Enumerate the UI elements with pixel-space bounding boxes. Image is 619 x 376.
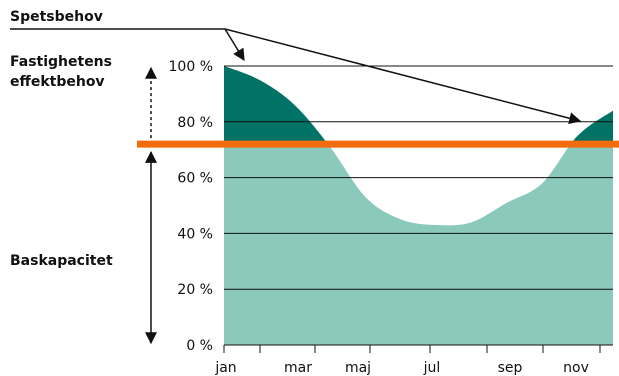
baskapacitet-label: Baskapacitet [10,253,113,269]
x-tick-label: jan [214,360,236,376]
x-tick-label: mar [284,360,312,376]
x-tick-label: jul [423,360,441,376]
y-tick-label: 80 % [177,115,213,131]
x-tick-label: sep [498,360,523,376]
y-tick-labels: 0 % 20 % 40 % 60 % 80 % 100 % [169,59,213,354]
spetsbehov-label: Spetsbehov [10,9,103,25]
peak-demand-area [224,66,613,145]
y-tick-label: 100 % [169,59,213,75]
y-tick-label: 0 % [186,338,213,354]
y-tick-label: 60 % [177,171,213,187]
x-tick-label: maj [345,360,371,376]
effektbehov-label: effektbehov [10,74,105,90]
spetsbehov-pointer-left [224,28,245,62]
x-ticks: jan mar maj jul sep nov [214,345,601,376]
x-tick-label: nov [563,360,589,376]
y-gridlines [224,65,613,346]
spetsbehov-pointer-right [224,28,582,125]
y-tick-label: 20 % [177,282,213,298]
base-capacity-area [224,144,613,345]
y-tick-label: 40 % [177,226,213,242]
fastighetens-label: Fastighetens [10,54,112,70]
